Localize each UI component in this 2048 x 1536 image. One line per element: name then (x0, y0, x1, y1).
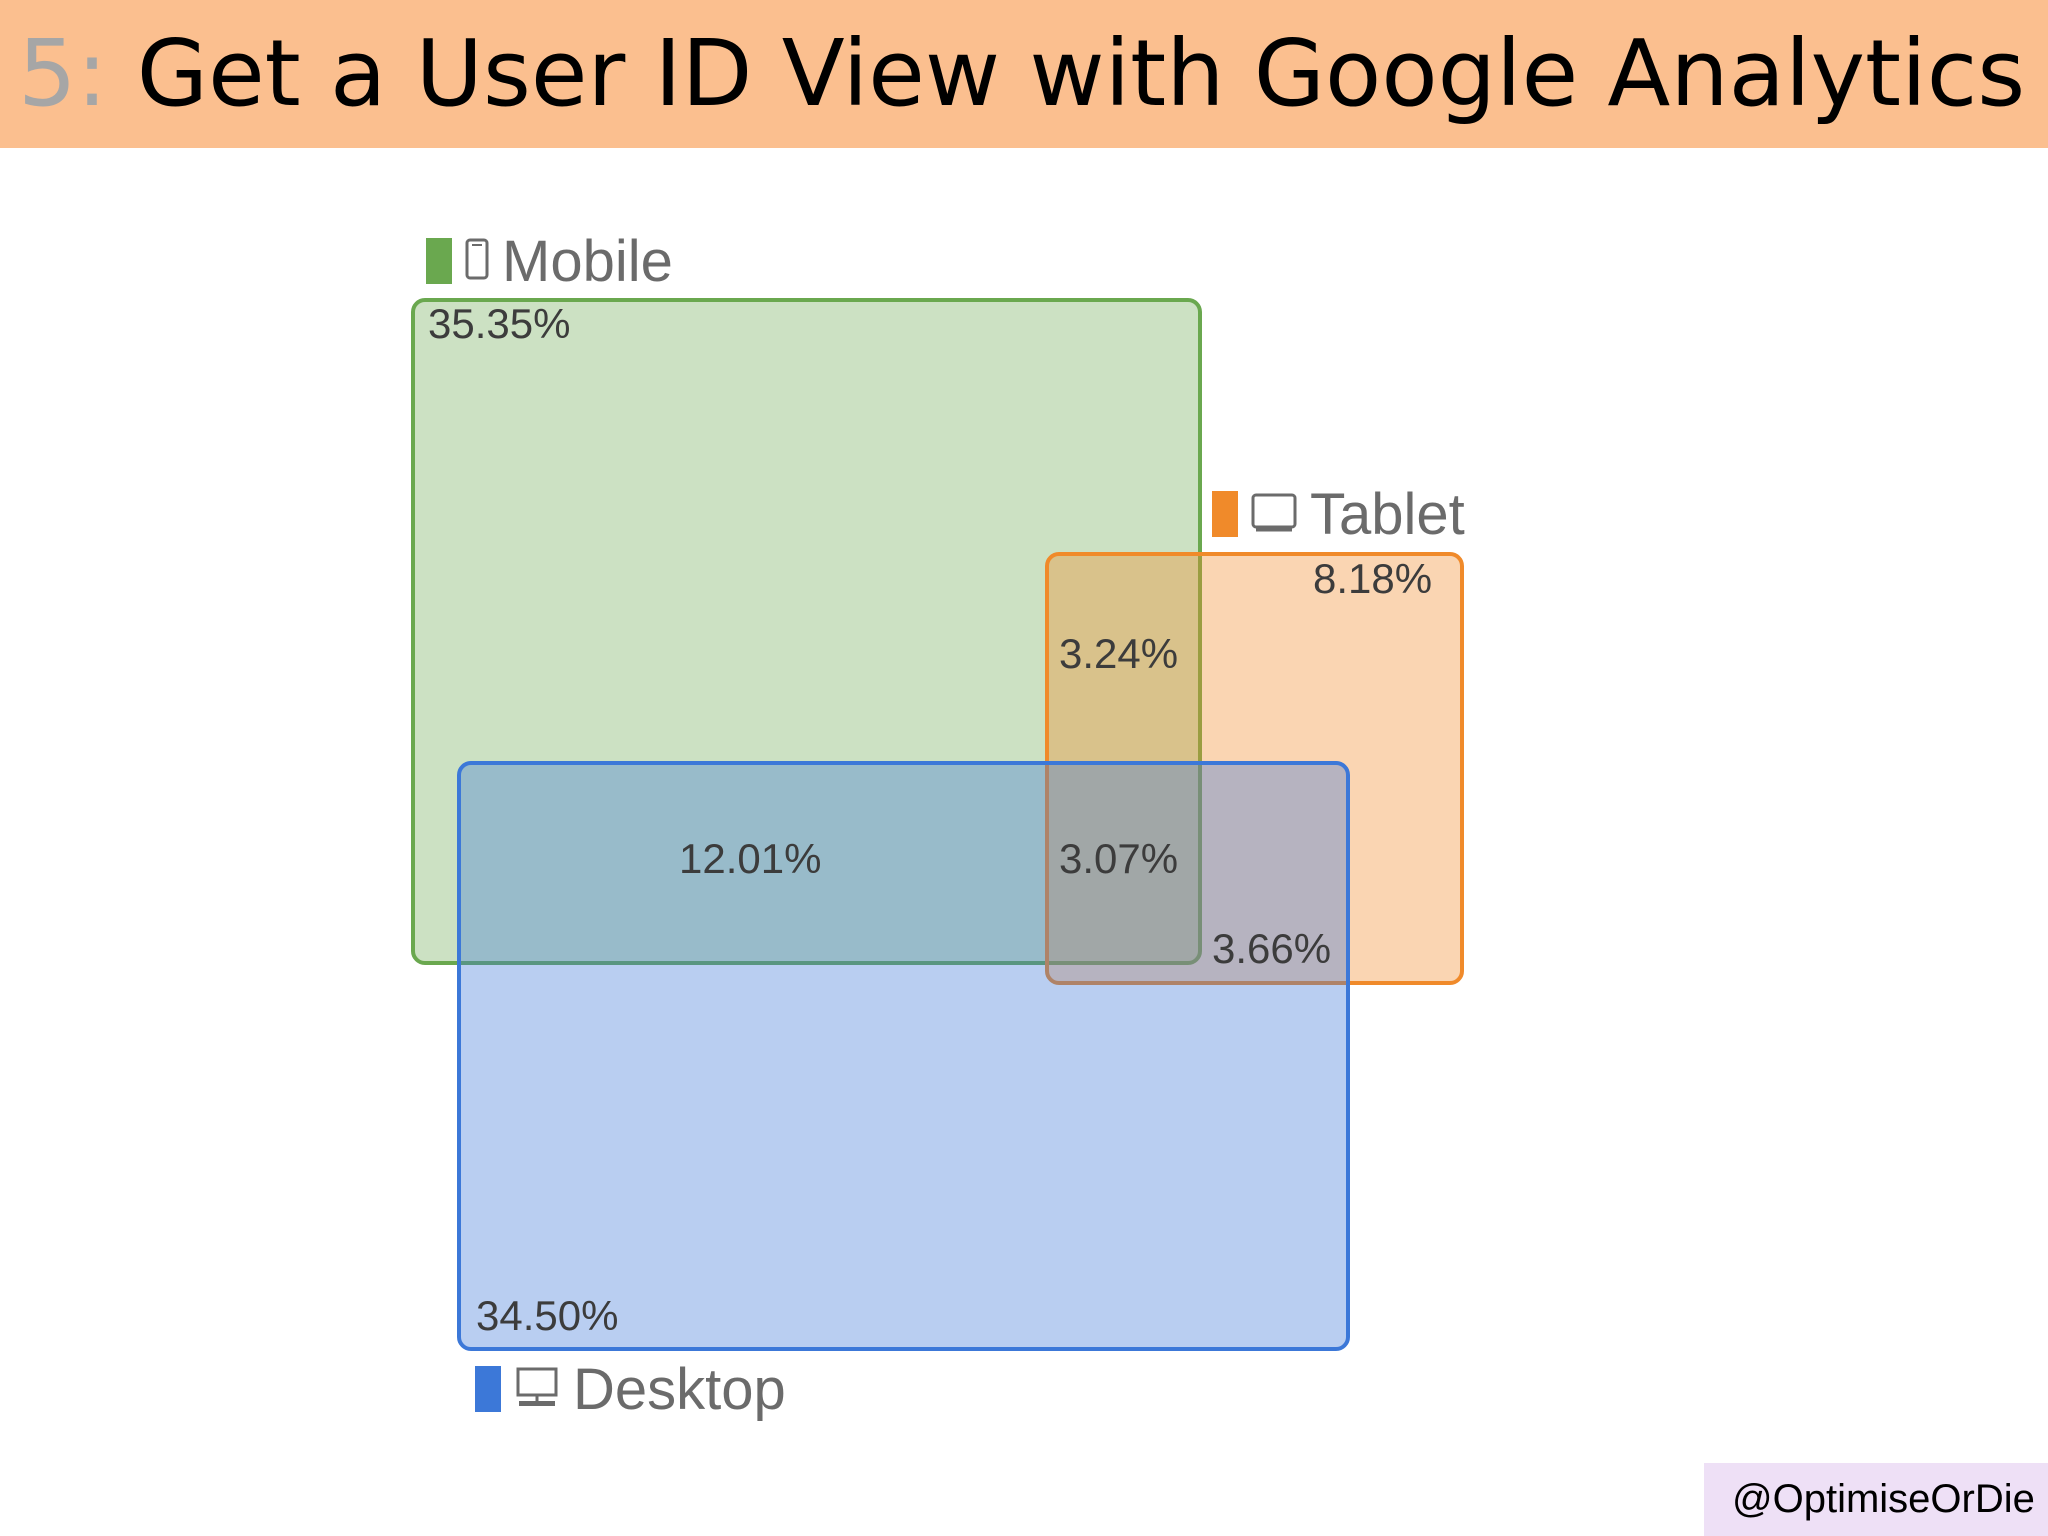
mobile-set (411, 298, 1202, 965)
slide-number: 5: (18, 20, 108, 127)
desktop-swatch (475, 1366, 501, 1412)
desktop-legend: Desktop (475, 1357, 786, 1422)
author-credit: @OptimiseOrDie (1704, 1463, 2048, 1536)
all-three-value: 3.07% (1059, 835, 1179, 882)
desktop-only-value: 34.50% (476, 1292, 619, 1339)
mobile-desktop-value: 12.01% (679, 835, 822, 882)
desktop-set (457, 761, 1350, 1351)
desktop-icon (513, 1356, 561, 1423)
tablet-only-value: 8.18% (1313, 555, 1433, 602)
mobile-only-value: 35.35% (428, 300, 571, 347)
tablet-set (1045, 552, 1464, 985)
slide-title-text: Get a User ID View with Google Analytics (136, 20, 2026, 127)
mobile-swatch (426, 238, 452, 284)
tablet-icon (1250, 481, 1298, 548)
mobile-phone-icon (464, 228, 490, 295)
tablet-swatch (1212, 491, 1238, 537)
tablet-desktop-value: 3.66% (1212, 925, 1332, 972)
tablet-label: Tablet (1310, 481, 1465, 547)
title-bar: 5: Get a User ID View with Google Analyt… (0, 0, 2048, 148)
mobile-tablet-value: 3.24% (1059, 630, 1179, 677)
mobile-legend: Mobile (426, 229, 673, 294)
slide-title: 5: Get a User ID View with Google Analyt… (18, 14, 2025, 134)
mobile-label: Mobile (502, 228, 673, 294)
desktop-label: Desktop (573, 1356, 786, 1422)
tablet-legend: Tablet (1212, 482, 1465, 547)
